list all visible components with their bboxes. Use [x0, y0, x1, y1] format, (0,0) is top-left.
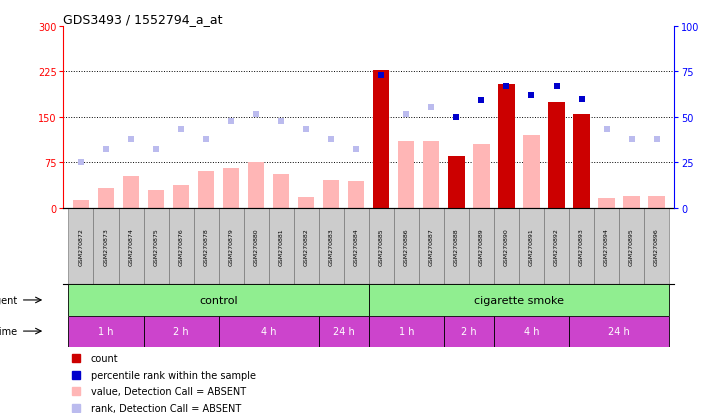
- Text: rank, Detection Call = ABSENT: rank, Detection Call = ABSENT: [91, 403, 242, 413]
- Text: GSM270873: GSM270873: [104, 228, 108, 266]
- Bar: [68, 316, 143, 347]
- Text: GSM270892: GSM270892: [554, 228, 559, 266]
- Text: 4 h: 4 h: [261, 326, 276, 336]
- Text: GSM270896: GSM270896: [654, 228, 659, 265]
- Text: cigarette smoke: cigarette smoke: [474, 295, 564, 305]
- Text: GSM270895: GSM270895: [629, 228, 634, 265]
- Text: GSM270891: GSM270891: [529, 228, 534, 265]
- Text: GSM270878: GSM270878: [203, 228, 208, 265]
- Bar: [244, 208, 269, 285]
- Bar: [598, 198, 615, 208]
- Bar: [549, 102, 565, 208]
- Text: GSM270880: GSM270880: [254, 228, 259, 265]
- Bar: [394, 208, 419, 285]
- Bar: [94, 208, 118, 285]
- Text: agent: agent: [0, 295, 17, 305]
- Bar: [569, 316, 669, 347]
- Text: 2 h: 2 h: [173, 326, 189, 336]
- Text: count: count: [91, 353, 118, 363]
- Bar: [293, 208, 319, 285]
- Bar: [173, 185, 189, 208]
- Bar: [323, 180, 340, 208]
- Bar: [469, 208, 494, 285]
- Text: time: time: [0, 326, 17, 336]
- Text: percentile rank within the sample: percentile rank within the sample: [91, 370, 256, 380]
- Bar: [373, 70, 389, 208]
- Bar: [223, 169, 239, 208]
- Bar: [123, 177, 139, 208]
- Text: 2 h: 2 h: [461, 326, 477, 336]
- Bar: [369, 316, 444, 347]
- Bar: [319, 208, 344, 285]
- Bar: [573, 114, 590, 208]
- Text: GSM270872: GSM270872: [79, 228, 84, 266]
- Bar: [143, 208, 169, 285]
- Bar: [619, 208, 644, 285]
- Bar: [143, 316, 218, 347]
- Bar: [148, 190, 164, 208]
- Bar: [218, 316, 319, 347]
- Text: GSM270884: GSM270884: [354, 228, 359, 265]
- Bar: [298, 197, 314, 208]
- Bar: [624, 196, 640, 208]
- Text: GSM270894: GSM270894: [604, 228, 609, 266]
- Text: GSM270875: GSM270875: [154, 228, 159, 265]
- Text: GSM270876: GSM270876: [179, 228, 184, 265]
- Text: GSM270888: GSM270888: [454, 228, 459, 265]
- Text: GSM270874: GSM270874: [128, 228, 133, 266]
- Text: control: control: [199, 295, 238, 305]
- Bar: [73, 200, 89, 208]
- Bar: [594, 208, 619, 285]
- Text: GSM270883: GSM270883: [329, 228, 334, 265]
- Bar: [523, 136, 539, 208]
- Bar: [419, 208, 444, 285]
- Text: GSM270885: GSM270885: [379, 228, 384, 265]
- Bar: [248, 163, 265, 208]
- Bar: [448, 157, 464, 208]
- Text: GSM270881: GSM270881: [279, 228, 283, 265]
- Bar: [519, 208, 544, 285]
- Bar: [68, 285, 369, 316]
- Bar: [398, 142, 415, 208]
- Bar: [444, 208, 469, 285]
- Bar: [348, 181, 364, 208]
- Bar: [648, 196, 665, 208]
- Bar: [344, 208, 369, 285]
- Text: GSM270889: GSM270889: [479, 228, 484, 265]
- Bar: [569, 208, 594, 285]
- Bar: [118, 208, 143, 285]
- Bar: [423, 142, 440, 208]
- Bar: [218, 208, 244, 285]
- Bar: [473, 145, 490, 208]
- Text: 1 h: 1 h: [399, 326, 414, 336]
- Bar: [369, 208, 394, 285]
- Bar: [269, 208, 293, 285]
- Bar: [544, 208, 569, 285]
- Bar: [498, 84, 515, 208]
- Text: GSM270890: GSM270890: [504, 228, 509, 265]
- Text: 24 h: 24 h: [333, 326, 355, 336]
- Text: 24 h: 24 h: [609, 326, 630, 336]
- Text: GSM270882: GSM270882: [304, 228, 309, 265]
- Bar: [194, 208, 218, 285]
- Text: GSM270879: GSM270879: [229, 228, 234, 266]
- Text: 1 h: 1 h: [98, 326, 114, 336]
- Bar: [169, 208, 194, 285]
- Bar: [198, 172, 214, 208]
- Bar: [444, 316, 494, 347]
- Bar: [98, 189, 114, 208]
- Bar: [319, 316, 369, 347]
- Text: 4 h: 4 h: [523, 326, 539, 336]
- Bar: [494, 208, 519, 285]
- Bar: [369, 285, 669, 316]
- Text: GSM270893: GSM270893: [579, 228, 584, 266]
- Text: GSM270887: GSM270887: [429, 228, 434, 265]
- Text: GDS3493 / 1552794_a_at: GDS3493 / 1552794_a_at: [63, 13, 223, 26]
- Bar: [273, 175, 289, 208]
- Bar: [644, 208, 669, 285]
- Text: value, Detection Call = ABSENT: value, Detection Call = ABSENT: [91, 387, 246, 396]
- Text: GSM270886: GSM270886: [404, 228, 409, 265]
- Bar: [68, 208, 94, 285]
- Bar: [494, 316, 569, 347]
